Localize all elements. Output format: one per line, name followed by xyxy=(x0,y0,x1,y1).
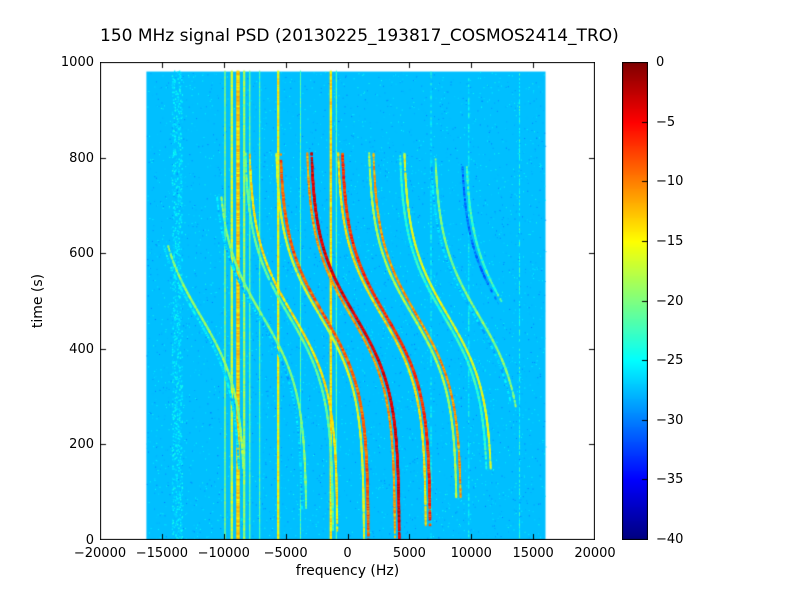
x-tick-label: 20000 xyxy=(574,546,616,561)
y-tick-label: 400 xyxy=(69,341,94,357)
y-tick-label: 600 xyxy=(69,246,94,262)
colorbar-tick-label: −25 xyxy=(656,353,684,369)
x-tick-label: −15000 xyxy=(135,546,188,561)
y-tick-label: 200 xyxy=(69,437,94,453)
colorbar-tick-label: −30 xyxy=(656,412,684,428)
x-tick-label: 10000 xyxy=(450,546,492,561)
x-tick-label: 15000 xyxy=(512,546,554,561)
spectrogram-plot-area xyxy=(100,62,595,540)
colorbar-tick-label: −5 xyxy=(656,114,676,130)
x-tick-label: −10000 xyxy=(197,546,250,561)
colorbar-tick-label: −20 xyxy=(656,293,684,309)
colorbar xyxy=(622,62,648,540)
y-axis-label: time (s) xyxy=(30,273,46,329)
chart-title: 150 MHz signal PSD (20130225_193817_COSM… xyxy=(100,26,619,46)
colorbar-tick-label: −35 xyxy=(656,472,684,488)
x-tick-label: −5000 xyxy=(263,546,308,561)
y-tick-label: 1000 xyxy=(60,55,94,70)
x-tick-label: 0 xyxy=(343,546,352,561)
colorbar-tick-label: −15 xyxy=(656,233,684,249)
y-tick-label: 0 xyxy=(85,533,94,548)
y-tick-label: 800 xyxy=(69,150,94,166)
x-axis-label: frequency (Hz) xyxy=(295,563,400,579)
colorbar-tick-label: −10 xyxy=(656,174,684,190)
colorbar-tick-label: −40 xyxy=(656,532,684,547)
x-tick-label: 5000 xyxy=(392,546,426,561)
x-tick-label: −20000 xyxy=(73,546,127,561)
colorbar-tick-label: 0 xyxy=(656,55,665,70)
